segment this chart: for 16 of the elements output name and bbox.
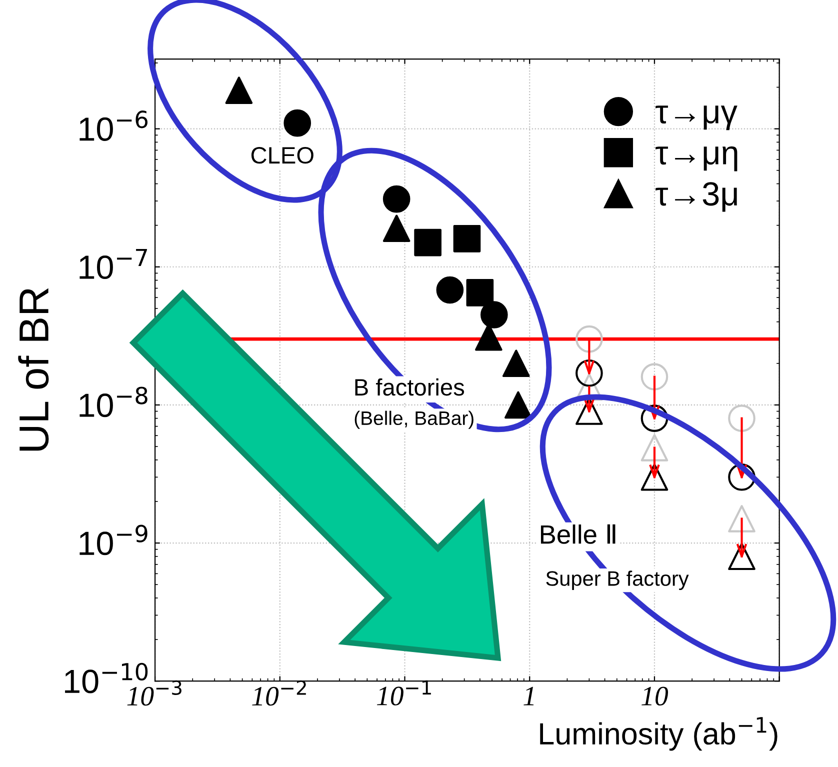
legend-label: τ→3μ xyxy=(656,182,737,212)
annotation: B factories xyxy=(355,378,464,396)
annotation: Belle Ⅱ xyxy=(540,524,616,544)
legend-label: τ→μη xyxy=(656,146,738,172)
legend-label: τ→μγ xyxy=(656,106,738,130)
y-axis-title: UL of BR xyxy=(18,288,49,451)
y-tick-label: 10$^{−9}$ xyxy=(80,524,148,556)
annotation: CLEO xyxy=(251,146,314,164)
annotation: (Belle, BaBar) xyxy=(354,410,474,429)
annotation: Super B factory xyxy=(546,570,689,590)
x-tick-label: 10 xyxy=(642,686,668,706)
y-tick-label: 10$^{−6}$ xyxy=(80,110,148,141)
x-tick-label: 1 xyxy=(524,686,534,706)
y-tick-label: 10$^{−8}$ xyxy=(80,386,148,418)
x-axis-title: Luminosity (ab$^{−1}$) xyxy=(540,717,778,751)
y-tick-label: 10$^{−7}$ xyxy=(80,248,147,280)
